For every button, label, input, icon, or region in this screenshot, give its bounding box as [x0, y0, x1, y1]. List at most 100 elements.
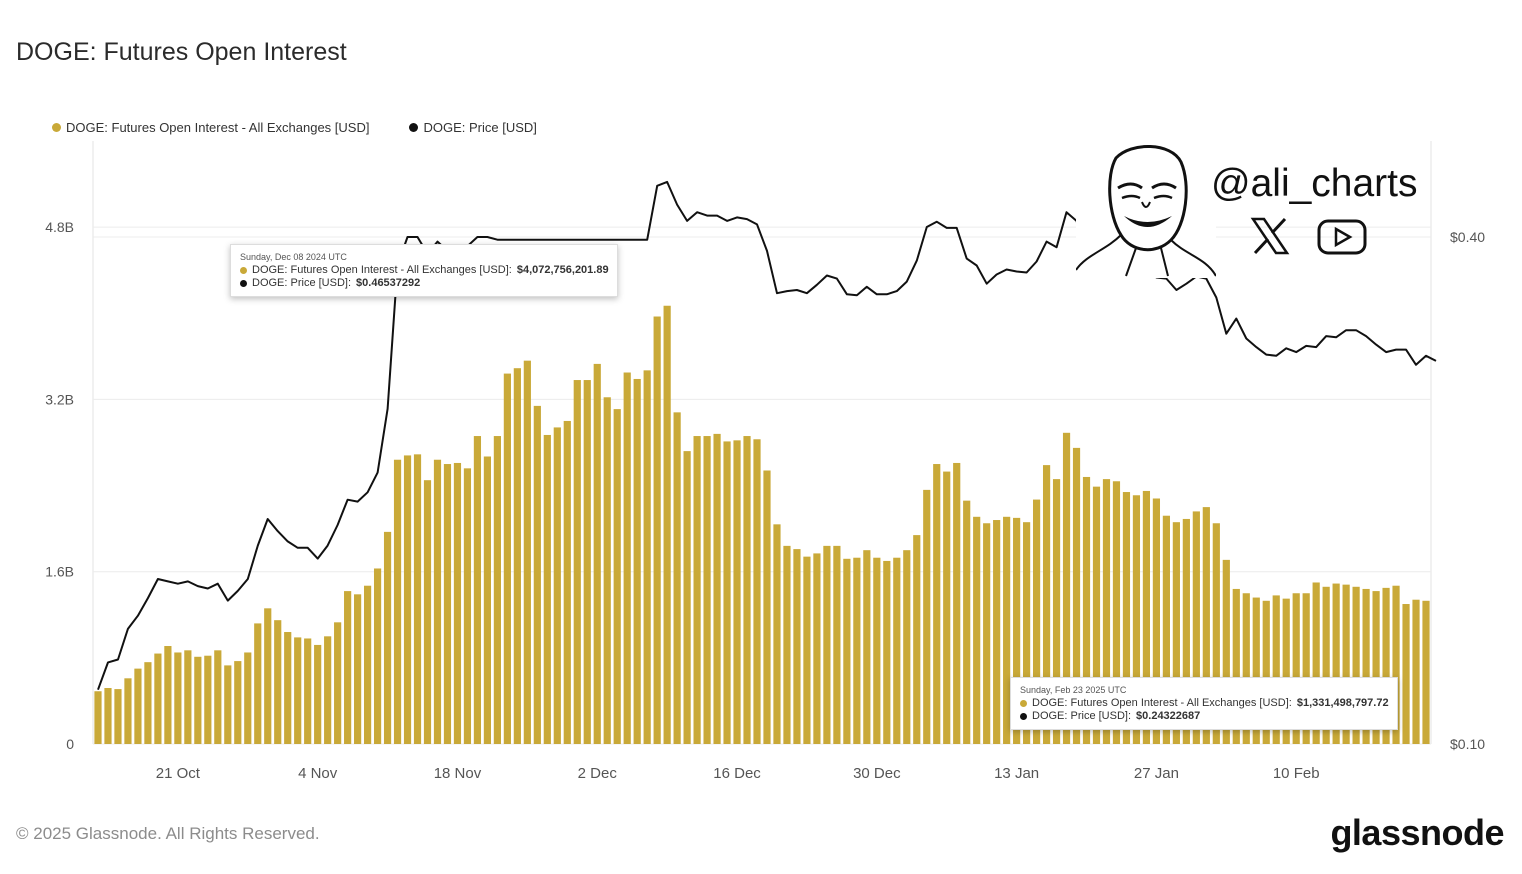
tooltip-oi-swatch	[1020, 700, 1027, 707]
oi-bar	[1112, 481, 1121, 744]
oi-bar	[104, 688, 112, 744]
oi-bar	[693, 436, 701, 744]
oi-bar	[1192, 511, 1200, 744]
x-tick-label: 4 Nov	[298, 765, 338, 782]
oi-bar	[1282, 598, 1290, 744]
watermark: @ali_charts	[1076, 140, 1426, 278]
oi-bar	[244, 652, 252, 744]
tooltip-feb-23: Sunday, Feb 23 2025 UTC DOGE: Futures Op…	[1010, 677, 1398, 730]
x-tick-label: 18 Nov	[434, 765, 482, 782]
oi-bar	[1062, 432, 1071, 744]
oi-bar	[1272, 595, 1280, 744]
tooltip-price-swatch	[240, 280, 247, 287]
oi-bar	[164, 646, 172, 744]
legend-label-price: DOGE: Price [USD]	[423, 120, 537, 135]
oi-bar	[443, 464, 452, 744]
oi-bar	[483, 456, 492, 744]
oi-bar	[993, 520, 1001, 744]
oi-bar	[304, 638, 312, 744]
oi-bar	[1232, 588, 1240, 744]
oi-bar	[703, 436, 711, 744]
tooltip-oi-value: $1,331,498,797.72	[1296, 697, 1389, 709]
oi-bar	[94, 691, 102, 744]
oi-bar	[583, 380, 591, 744]
oi-bar	[803, 556, 811, 744]
oi-bar	[413, 454, 422, 744]
y-right-tick-label: $0.10	[1450, 736, 1485, 752]
oi-bar	[1042, 465, 1051, 744]
oi-bar	[683, 451, 691, 744]
oi-bar	[723, 441, 731, 744]
tooltip-oi-label: DOGE: Futures Open Interest - All Exchan…	[1032, 697, 1292, 709]
legend-item-open-interest[interactable]: DOGE: Futures Open Interest - All Exchan…	[52, 120, 369, 135]
legend-swatch-open-interest	[52, 123, 61, 132]
oi-bar	[623, 372, 631, 744]
oi-bar	[493, 436, 501, 744]
glassnode-logo[interactable]: glassnode	[1330, 812, 1504, 853]
oi-bar	[1292, 593, 1300, 744]
oi-bar	[553, 427, 561, 744]
axes: 0 1.6B 3.2B 4.8B $0.10 $0.40 21 Oct 4 Nov 18 Nov…	[45, 219, 1485, 782]
oi-bar	[1132, 495, 1141, 744]
oi-bar	[1003, 516, 1011, 744]
legend-label-open-interest: DOGE: Futures Open Interest - All Exchan…	[66, 120, 370, 135]
oi-bar	[883, 560, 891, 744]
x-logo-icon[interactable]	[1250, 216, 1290, 256]
oi-bar	[1023, 522, 1031, 744]
oi-bar	[923, 489, 931, 744]
oi-bar	[194, 656, 202, 744]
oi-bar	[673, 412, 681, 744]
oi-bar	[1212, 523, 1220, 744]
copyright-text: © 2025 Glassnode. All Rights Reserved.	[16, 824, 320, 843]
oi-bar	[833, 545, 841, 744]
x-tick-label: 27 Jan	[1134, 765, 1179, 782]
oi-bar	[1032, 499, 1041, 744]
oi-bar	[573, 380, 581, 744]
oi-bar	[543, 434, 551, 744]
oi-bar	[363, 585, 372, 744]
oi-bar	[1402, 604, 1410, 744]
watermark-handle: @ali_charts	[1211, 162, 1418, 205]
oi-bar	[663, 305, 671, 744]
oi-bar	[1202, 507, 1210, 744]
oi-bar	[753, 439, 761, 744]
oi-bar	[1372, 591, 1380, 744]
legend-item-price[interactable]: DOGE: Price [USD]	[409, 120, 537, 135]
tooltip-date: Sunday, Feb 23 2025 UTC	[1020, 685, 1127, 695]
x-tick-label: 13 Jan	[994, 765, 1039, 782]
oi-bar	[1422, 600, 1430, 744]
oi-bar	[354, 594, 362, 744]
y-right-tick-label: $0.40	[1450, 229, 1485, 245]
oi-bar	[284, 632, 292, 744]
oi-bar	[453, 462, 462, 744]
oi-bar	[1122, 492, 1131, 744]
oi-bar	[933, 464, 941, 744]
oi-bar	[314, 644, 322, 744]
oi-bar	[433, 459, 442, 744]
oi-bar	[1102, 479, 1111, 744]
oi-bar	[184, 650, 192, 744]
oi-bar	[783, 545, 791, 744]
oi-bar	[793, 549, 801, 744]
oi-bar	[1412, 599, 1420, 744]
oi-bar	[733, 440, 741, 744]
oi-bar	[1242, 593, 1250, 744]
tooltip-date: Sunday, Dec 08 2024 UTC	[240, 252, 347, 262]
oi-bar	[174, 652, 182, 744]
oi-bar	[124, 678, 132, 744]
oi-bar	[144, 662, 152, 744]
oi-bar	[393, 459, 402, 744]
oi-bar	[254, 623, 262, 744]
oi-bar	[134, 668, 142, 744]
oi-bar	[274, 620, 282, 744]
oi-bar	[1252, 597, 1260, 744]
oi-bar	[373, 568, 382, 744]
oi-bar	[423, 480, 432, 744]
oi-bar	[294, 637, 302, 744]
youtube-icon[interactable]	[1316, 218, 1368, 256]
tooltip-price-swatch	[1020, 713, 1027, 720]
open-interest-bars	[94, 305, 1430, 744]
oi-bar	[1302, 593, 1310, 744]
x-tick-label: 10 Feb	[1273, 765, 1320, 782]
